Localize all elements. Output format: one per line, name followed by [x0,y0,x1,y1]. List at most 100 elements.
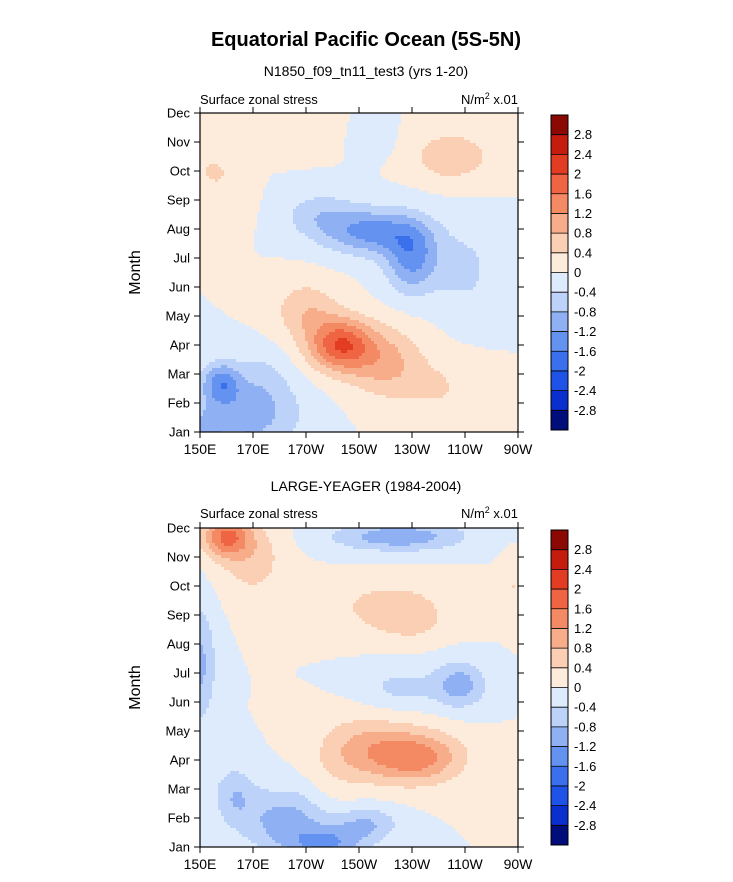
contour-cell [308,215,312,219]
contour-cell [263,113,267,117]
contour-cell [344,236,348,240]
contour-cell [263,251,267,255]
contour-cell [365,188,369,192]
contour-cell [338,194,342,198]
contour-cell [485,212,489,216]
contour-cell [452,152,456,156]
contour-cell [380,239,384,243]
contour-cell [260,233,264,237]
contour-cell [461,140,465,144]
contour-cell [392,143,396,147]
contour-cell [404,200,408,204]
contour-cell [386,251,390,255]
contour-cell [461,155,465,159]
contour-cell [392,131,396,135]
contour-cell [326,197,330,201]
contour-cell [479,248,483,252]
contour-cell [398,245,402,249]
contour-cell [419,197,423,201]
contour-cell [263,218,267,222]
contour-cell [461,182,465,186]
contour-cell [392,230,396,234]
contour-cell [467,227,471,231]
contour-cell [311,203,315,207]
contour-cell [341,185,345,189]
contour-cell [293,191,297,195]
contour-cell [260,179,264,183]
contour-cell [239,113,243,117]
contour-cell [284,158,288,162]
contour-cell [323,167,327,171]
contour-cell [509,161,513,165]
contour-cell [344,233,348,237]
contour-cell [431,125,435,129]
contour-cell [293,140,297,144]
contour-cell [239,209,243,213]
contour-cell [209,164,213,168]
contour-cell [227,179,231,183]
contour-cell [254,179,258,183]
contour-cell [437,179,441,183]
contour-cell [203,212,207,216]
contour-cell [452,149,456,153]
contour-cell [248,212,252,216]
contour-cell [365,170,369,174]
contour-cell [257,218,261,222]
contour-cell [200,125,204,129]
units-scale: x.01 [490,92,518,107]
contour-cell [284,194,288,198]
contour-cell [356,248,360,252]
contour-cell [389,191,393,195]
contour-cell [305,143,309,147]
contour-cell [425,131,429,135]
contour-cell [251,164,255,168]
contour-cell [314,227,318,231]
contour-cell [401,131,405,135]
contour-cell [413,245,417,249]
contour-cell [275,176,279,180]
contour-cell [452,209,456,213]
contour-cell [305,116,309,120]
contour-cell [341,164,345,168]
contour-cell [281,164,285,168]
contour-cell [254,170,258,174]
contour-cell [380,194,384,198]
contour-cell [392,116,396,120]
contour-cell [494,236,498,240]
contour-cell [287,164,291,168]
contour-cell [314,188,318,192]
contour-cell [503,155,507,159]
contour-cell [416,176,420,180]
contour-cell [365,113,369,117]
contour-cell [266,212,270,216]
contour-cell [512,218,516,222]
contour-cell [248,143,252,147]
contour-cell [479,212,483,216]
contour-cell [338,212,342,216]
contour-cell [206,212,210,216]
contour-cell [404,167,408,171]
contour-cell [260,200,264,204]
contour-cell [239,161,243,165]
contour-cell [431,197,435,201]
contour-cell [227,227,231,231]
contour-cell [221,251,225,255]
contour-cell [245,176,249,180]
contour-cell [329,170,333,174]
contour-cell [455,197,459,201]
contour-cell [422,125,426,129]
contour-cell [299,116,303,120]
contour-cell [362,158,366,162]
contour-cell [500,134,504,138]
contour-cell [386,209,390,213]
contour-cell [290,173,294,177]
contour-cell [350,239,354,243]
contour-cell [266,227,270,231]
contour-cell [365,173,369,177]
contour-cell [368,155,372,159]
contour-cell [326,152,330,156]
contour-cell [422,239,426,243]
contour-cell [329,191,333,195]
contour-cell [386,143,390,147]
contour-cell [509,119,513,123]
